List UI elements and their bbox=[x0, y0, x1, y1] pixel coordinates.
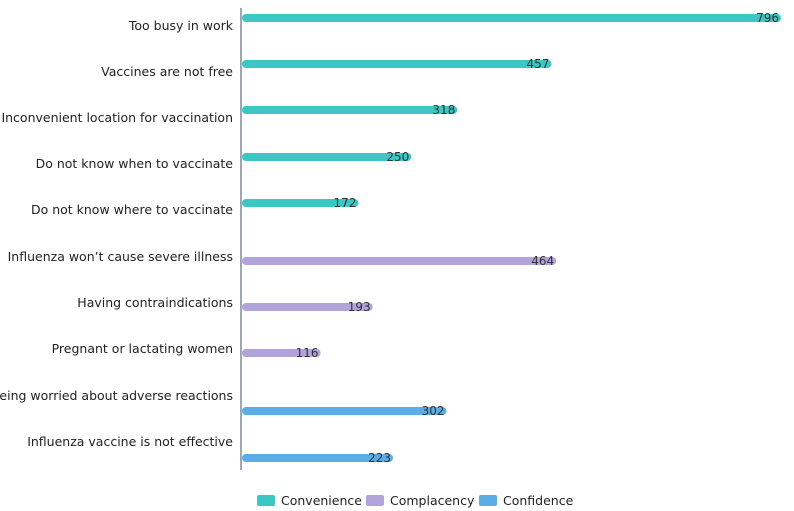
legend: Convenience Complacency Confidence bbox=[257, 493, 574, 508]
legend-label: Convenience bbox=[281, 493, 362, 508]
bar bbox=[242, 349, 321, 357]
bar bbox=[242, 407, 447, 415]
value-label: 193 bbox=[348, 300, 371, 314]
category-labels: Too busy in work Vaccines are not free Inc… bbox=[0, 18, 234, 449]
legend-swatch bbox=[366, 495, 384, 506]
value-label: 464 bbox=[531, 254, 554, 268]
category-label: Having contraindications bbox=[77, 295, 233, 310]
category-label: Do not know when to vaccinate bbox=[36, 156, 234, 171]
bars bbox=[242, 14, 781, 462]
category-label: Inconvenient location for vaccination bbox=[1, 110, 233, 125]
value-label: 172 bbox=[334, 196, 357, 210]
category-label: Influenza won’t cause severe illness bbox=[8, 249, 233, 264]
legend-label: Confidence bbox=[503, 493, 574, 508]
value-label: 250 bbox=[386, 150, 409, 164]
category-label: Vaccines are not free bbox=[101, 64, 233, 79]
category-label: Being worried about adverse reactions bbox=[0, 388, 233, 403]
category-label: Pregnant or lactating women bbox=[52, 341, 233, 356]
bar bbox=[242, 106, 458, 114]
category-label: Influenza vaccine is not effective bbox=[27, 434, 233, 449]
value-label: 796 bbox=[756, 11, 779, 25]
legend-swatch bbox=[479, 495, 497, 506]
bar bbox=[242, 14, 781, 22]
category-label: Do not know where to vaccinate bbox=[31, 202, 233, 217]
bar bbox=[242, 303, 373, 311]
bar bbox=[242, 60, 552, 68]
legend-swatch bbox=[257, 495, 275, 506]
value-label: 116 bbox=[296, 346, 319, 360]
legend-label: Complacency bbox=[390, 493, 475, 508]
value-labels: 796 457 318 250 172 464 193 116 302 223 bbox=[296, 11, 779, 465]
bar bbox=[242, 199, 359, 207]
value-label: 302 bbox=[422, 404, 445, 418]
bar bbox=[242, 257, 557, 265]
category-label: Too busy in work bbox=[128, 18, 234, 33]
bar bbox=[242, 454, 394, 462]
value-label: 318 bbox=[432, 103, 455, 117]
value-label: 223 bbox=[368, 451, 391, 465]
bar bbox=[242, 153, 412, 161]
value-label: 457 bbox=[527, 57, 550, 71]
